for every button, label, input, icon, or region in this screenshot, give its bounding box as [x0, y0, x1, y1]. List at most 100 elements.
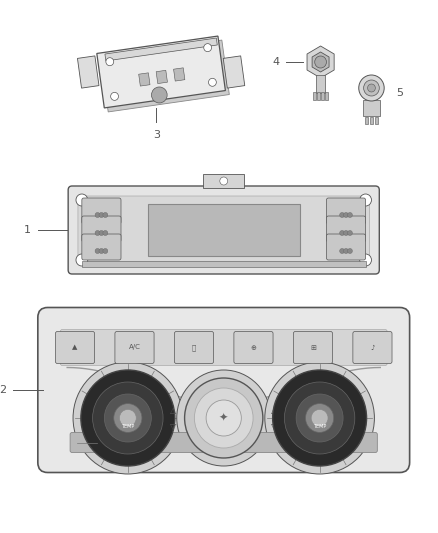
FancyBboxPatch shape — [293, 332, 332, 364]
Circle shape — [367, 84, 375, 92]
Polygon shape — [101, 40, 230, 112]
FancyBboxPatch shape — [326, 198, 366, 224]
Circle shape — [311, 409, 328, 426]
Text: ⊞: ⊞ — [310, 344, 316, 351]
Circle shape — [81, 370, 175, 466]
Text: ⌒: ⌒ — [192, 344, 196, 351]
Circle shape — [206, 400, 241, 436]
Circle shape — [177, 370, 271, 466]
Circle shape — [284, 382, 355, 454]
FancyBboxPatch shape — [326, 234, 366, 260]
FancyBboxPatch shape — [82, 198, 121, 224]
Circle shape — [103, 248, 108, 254]
Circle shape — [95, 248, 100, 254]
Polygon shape — [82, 261, 366, 267]
Text: TEMP: TEMP — [121, 424, 134, 429]
Polygon shape — [312, 52, 329, 72]
Polygon shape — [316, 75, 325, 93]
Circle shape — [76, 194, 88, 206]
FancyBboxPatch shape — [60, 329, 387, 366]
Circle shape — [208, 78, 216, 86]
Text: ▲: ▲ — [72, 344, 78, 351]
Text: △: △ — [170, 406, 176, 415]
Circle shape — [99, 213, 104, 217]
FancyBboxPatch shape — [82, 216, 121, 242]
Text: TEMP: TEMP — [313, 424, 326, 429]
Circle shape — [73, 362, 183, 474]
Circle shape — [103, 213, 108, 217]
Text: A/C: A/C — [129, 344, 141, 351]
Circle shape — [120, 409, 136, 426]
Circle shape — [95, 230, 100, 236]
Circle shape — [104, 394, 151, 442]
Circle shape — [204, 44, 212, 52]
Circle shape — [194, 388, 253, 448]
FancyBboxPatch shape — [78, 196, 370, 264]
FancyBboxPatch shape — [70, 432, 378, 453]
Circle shape — [152, 87, 167, 103]
Text: △: △ — [272, 406, 278, 415]
Circle shape — [347, 230, 353, 236]
Circle shape — [99, 248, 104, 254]
Circle shape — [343, 230, 349, 236]
Polygon shape — [370, 117, 373, 124]
Polygon shape — [139, 73, 150, 86]
Circle shape — [265, 362, 374, 474]
Circle shape — [99, 230, 104, 236]
Circle shape — [360, 254, 371, 266]
Polygon shape — [105, 38, 217, 61]
Polygon shape — [223, 56, 245, 88]
Circle shape — [306, 403, 334, 432]
Circle shape — [339, 230, 345, 236]
Text: 3: 3 — [153, 130, 160, 140]
Text: ⊕: ⊕ — [251, 344, 256, 351]
FancyBboxPatch shape — [174, 332, 214, 364]
Text: ✦: ✦ — [219, 413, 228, 423]
Polygon shape — [78, 56, 99, 88]
Circle shape — [343, 248, 349, 254]
Polygon shape — [363, 100, 380, 116]
FancyBboxPatch shape — [326, 216, 366, 242]
Text: ♪: ♪ — [370, 344, 374, 351]
Circle shape — [359, 75, 384, 101]
Circle shape — [272, 370, 367, 466]
Circle shape — [339, 248, 345, 254]
Polygon shape — [307, 46, 334, 78]
Polygon shape — [375, 117, 378, 124]
Circle shape — [111, 92, 118, 100]
FancyBboxPatch shape — [82, 234, 121, 260]
FancyBboxPatch shape — [38, 308, 410, 472]
Circle shape — [184, 378, 263, 458]
Polygon shape — [203, 174, 244, 188]
Circle shape — [364, 80, 379, 96]
Polygon shape — [365, 117, 368, 124]
Text: 5: 5 — [396, 88, 403, 98]
Circle shape — [114, 403, 142, 432]
Text: 2: 2 — [0, 385, 7, 395]
Polygon shape — [317, 92, 320, 100]
Circle shape — [360, 194, 371, 206]
Circle shape — [343, 213, 349, 217]
FancyBboxPatch shape — [353, 332, 392, 364]
Polygon shape — [321, 92, 324, 100]
Text: 1: 1 — [24, 225, 31, 235]
Circle shape — [339, 213, 345, 217]
Text: ▽: ▽ — [170, 422, 176, 431]
Polygon shape — [173, 68, 185, 81]
Circle shape — [296, 394, 343, 442]
FancyBboxPatch shape — [56, 332, 95, 364]
FancyBboxPatch shape — [115, 332, 154, 364]
FancyBboxPatch shape — [148, 204, 300, 256]
Circle shape — [347, 213, 353, 217]
Circle shape — [315, 56, 326, 68]
Polygon shape — [97, 36, 226, 108]
Circle shape — [347, 248, 353, 254]
Polygon shape — [325, 92, 328, 100]
Polygon shape — [156, 70, 167, 84]
FancyBboxPatch shape — [68, 186, 379, 274]
Circle shape — [76, 254, 88, 266]
Text: ▽: ▽ — [272, 422, 278, 431]
Circle shape — [95, 213, 100, 217]
Circle shape — [103, 230, 108, 236]
Circle shape — [92, 382, 163, 454]
